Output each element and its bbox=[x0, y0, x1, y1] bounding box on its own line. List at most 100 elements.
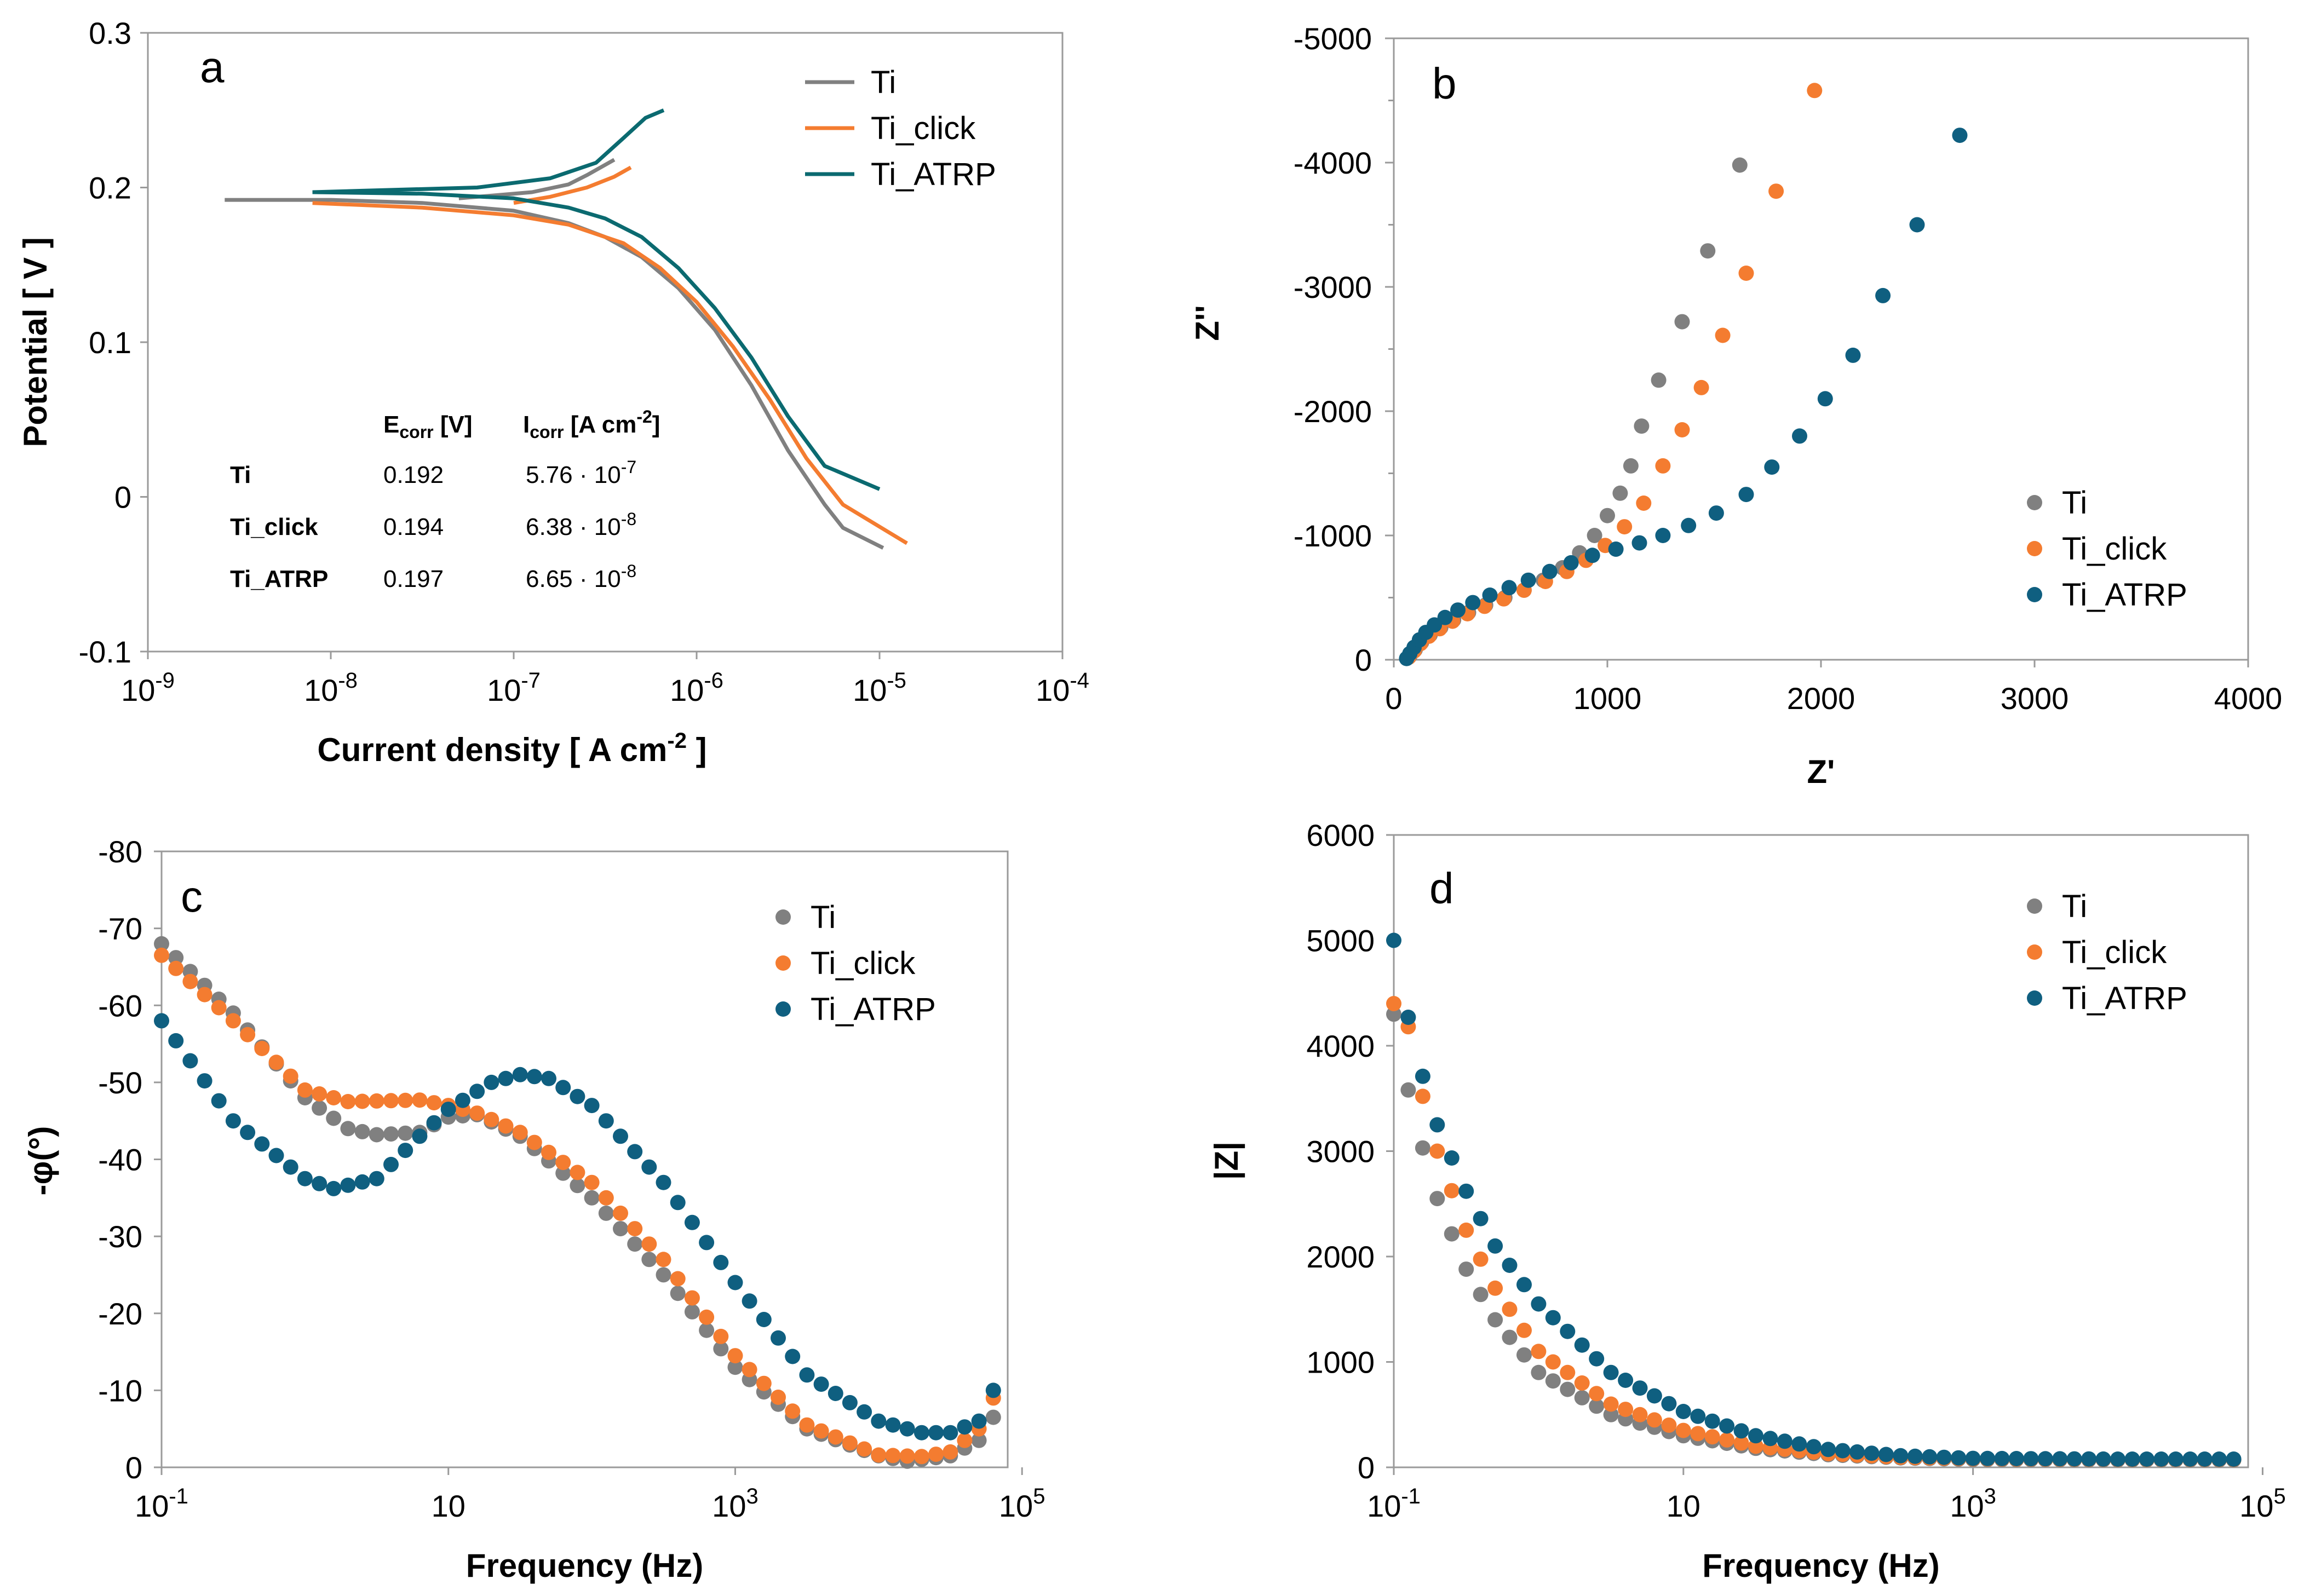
data-point-ti-click bbox=[182, 973, 198, 989]
data-point-ti-atrp bbox=[656, 1174, 671, 1190]
data-point-ti-click bbox=[1632, 1407, 1648, 1422]
tick-base: 10 bbox=[135, 1489, 169, 1523]
y-tick-label: 5000 bbox=[1306, 924, 1375, 958]
tick-exponent: 3 bbox=[746, 1484, 758, 1508]
data-point-ti-click bbox=[1603, 1396, 1619, 1412]
data-point-ti-atrp bbox=[2153, 1451, 2169, 1467]
data-point-ti-click bbox=[1715, 327, 1731, 343]
data-point-ti-click bbox=[1617, 519, 1633, 535]
series-line-ti-click-anodic bbox=[513, 165, 632, 205]
y-tick-label: 2000 bbox=[1306, 1240, 1375, 1274]
table-header-ecorr-sub: corr bbox=[399, 422, 433, 442]
data-point-ti bbox=[369, 1127, 384, 1143]
x-tick-label: 0 bbox=[1385, 681, 1402, 716]
data-point-ti-click bbox=[197, 987, 212, 1002]
data-point-ti-atrp bbox=[799, 1367, 815, 1383]
legend-label-ti-click: Ti_click bbox=[2062, 935, 2167, 970]
table-row-icorr: 5.76 · 10-7 bbox=[526, 457, 636, 488]
data-point-ti-atrp bbox=[1574, 1337, 1590, 1353]
data-point-ti-atrp bbox=[2066, 1451, 2082, 1467]
x-tick-label: 4000 bbox=[2214, 681, 2283, 716]
data-point-ti-atrp bbox=[1849, 1444, 1865, 1460]
data-point-ti bbox=[641, 1252, 657, 1267]
data-point-ti-atrp bbox=[1764, 459, 1780, 475]
data-point-ti-click bbox=[828, 1429, 843, 1445]
data-point-ti-click bbox=[1560, 1364, 1576, 1380]
tick-exponent: -8 bbox=[338, 669, 358, 693]
data-point-ti-click bbox=[699, 1309, 715, 1325]
data-point-ti bbox=[627, 1236, 643, 1252]
data-point-ti-atrp bbox=[684, 1214, 700, 1230]
data-point-ti-atrp bbox=[1545, 1310, 1561, 1326]
y-tick-label: -10 bbox=[98, 1373, 142, 1408]
data-point-ti-atrp bbox=[268, 1148, 284, 1163]
data-point-ti-atrp bbox=[670, 1195, 686, 1211]
data-point-ti-click bbox=[627, 1221, 643, 1237]
data-point-ti bbox=[1502, 1329, 1518, 1345]
data-point-ti bbox=[1634, 418, 1650, 434]
data-point-ti-atrp bbox=[1994, 1450, 2010, 1466]
legend-label-ti-atrp: Ti_ATRP bbox=[2062, 981, 2187, 1016]
x-tick-label: 10-6 bbox=[670, 669, 723, 707]
data-point-ti-atrp bbox=[785, 1349, 801, 1364]
data-point-ti bbox=[1651, 372, 1667, 388]
y-tick-label: -2000 bbox=[1294, 394, 1372, 429]
data-point-ti-atrp bbox=[2023, 1451, 2039, 1467]
y-tick-label: 0 bbox=[114, 480, 131, 515]
y-tick-label: -40 bbox=[98, 1143, 142, 1177]
data-point-ti-click bbox=[1618, 1402, 1634, 1418]
data-point-ti bbox=[971, 1432, 987, 1448]
table-header-ecorr-main: E bbox=[383, 411, 399, 438]
data-point-ti-click bbox=[641, 1236, 657, 1252]
legend-label-ti-click: Ti_click bbox=[871, 111, 976, 146]
x-axis-label: Frequency (Hz) bbox=[466, 1547, 703, 1584]
data-point-ti-atrp bbox=[1450, 602, 1466, 618]
data-point-ti-atrp bbox=[1875, 287, 1891, 303]
data-point-ti-click bbox=[1655, 458, 1671, 474]
data-point-ti-atrp bbox=[1909, 217, 1925, 233]
data-point-ti-atrp bbox=[168, 1033, 184, 1048]
legend-label-ti-click: Ti_click bbox=[811, 946, 916, 981]
data-point-ti-click bbox=[1661, 1418, 1677, 1433]
x-tick-label: 10-1 bbox=[135, 1484, 188, 1523]
data-point-ti-atrp bbox=[1704, 1413, 1720, 1429]
data-point-ti bbox=[1429, 1191, 1445, 1207]
data-point-ti-click bbox=[1429, 1143, 1445, 1159]
data-point-ti-atrp bbox=[1748, 1428, 1763, 1444]
data-point-ti-atrp bbox=[1444, 1150, 1460, 1166]
data-point-ti-click bbox=[813, 1423, 829, 1439]
data-point-ti-atrp bbox=[1661, 1396, 1677, 1411]
data-point-ti-click bbox=[1458, 1222, 1474, 1238]
data-point-ti-click bbox=[340, 1094, 356, 1109]
data-point-ti-atrp bbox=[2037, 1451, 2053, 1467]
y-axis-label: -φ(°) bbox=[22, 1126, 59, 1196]
data-point-ti-atrp bbox=[1907, 1448, 1923, 1464]
data-point-ti bbox=[670, 1286, 686, 1301]
data-point-ti-atrp bbox=[1415, 1068, 1430, 1084]
data-point-ti-click bbox=[799, 1417, 815, 1433]
data-point-ti bbox=[1603, 1407, 1619, 1422]
y-tick-label: -20 bbox=[98, 1297, 142, 1331]
data-point-ti-atrp bbox=[1531, 1296, 1547, 1312]
data-point-ti-atrp bbox=[541, 1070, 556, 1086]
data-point-ti bbox=[656, 1267, 671, 1283]
data-point-ti bbox=[312, 1100, 327, 1116]
legend-label-ti-atrp: Ti_ATRP bbox=[871, 157, 996, 192]
data-point-ti-click bbox=[1502, 1301, 1518, 1317]
tick-base: 10 bbox=[853, 673, 887, 707]
legend: Ti Ti_click Ti_ATRP bbox=[775, 900, 936, 1027]
x-axis-label-sup: -2 bbox=[667, 729, 687, 753]
data-point-ti-atrp bbox=[1936, 1449, 1952, 1465]
legend-label-ti: Ti bbox=[811, 900, 836, 935]
table-row-ecorr: 0.192 bbox=[383, 462, 444, 488]
data-point-ti-atrp bbox=[584, 1098, 600, 1114]
data-point-ti-atrp bbox=[1878, 1447, 1894, 1462]
x-tick-label: 10 bbox=[432, 1489, 466, 1523]
data-point-ti-atrp bbox=[871, 1413, 887, 1429]
tick-exponent: 3 bbox=[1984, 1484, 1996, 1508]
table-row-name: Ti_click bbox=[230, 514, 318, 540]
data-point-ti-click bbox=[326, 1090, 342, 1105]
data-point-ti-atrp bbox=[1603, 1364, 1619, 1380]
tick-exponent: -6 bbox=[704, 669, 723, 693]
y-tick-label: -50 bbox=[98, 1065, 142, 1100]
